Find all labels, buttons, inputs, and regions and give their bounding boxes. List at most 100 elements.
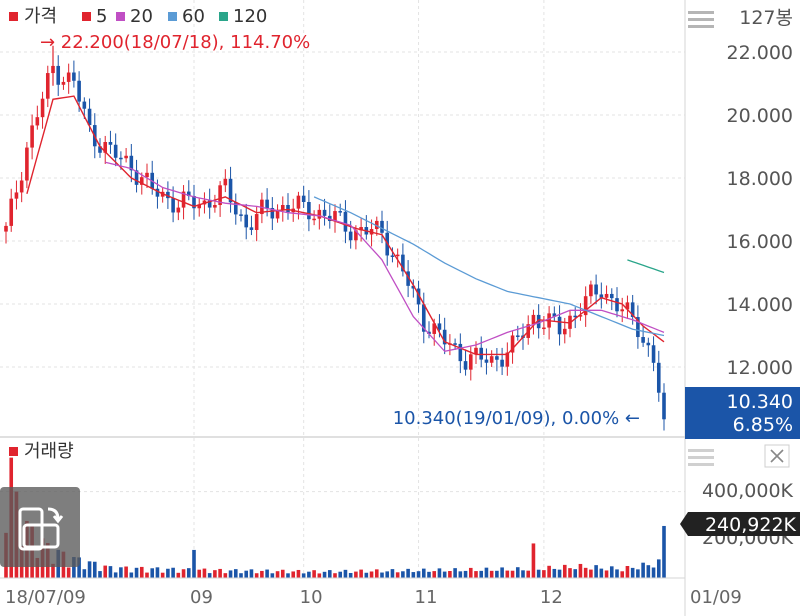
volume-bar[interactable]: [500, 567, 504, 578]
volume-bar[interactable]: [427, 571, 431, 578]
candle-body[interactable]: [223, 178, 228, 186]
candle-body[interactable]: [176, 207, 181, 213]
volume-bar[interactable]: [254, 573, 259, 578]
candle-body[interactable]: [134, 170, 139, 185]
volume-bar[interactable]: [51, 563, 55, 578]
candle-body[interactable]: [56, 65, 61, 85]
volume-bar[interactable]: [609, 566, 614, 578]
candle-body[interactable]: [552, 313, 557, 317]
volume-bar[interactable]: [82, 569, 87, 578]
candle-body[interactable]: [218, 185, 222, 206]
volume-bar[interactable]: [119, 567, 123, 578]
volume-bar[interactable]: [369, 571, 374, 578]
candle-body[interactable]: [500, 359, 504, 367]
volume-bar[interactable]: [186, 568, 191, 578]
volume-bar[interactable]: [343, 569, 348, 578]
volume-bar[interactable]: [578, 563, 583, 578]
candle-body[interactable]: [562, 328, 567, 335]
volume-bar[interactable]: [515, 567, 520, 578]
candle-body[interactable]: [474, 347, 478, 355]
volume-bar[interactable]: [66, 567, 71, 578]
volume-bar[interactable]: [604, 570, 609, 578]
volume-bar[interactable]: [338, 571, 343, 578]
candle-body[interactable]: [275, 209, 280, 219]
volume-bar[interactable]: [547, 565, 551, 578]
candle-body[interactable]: [82, 101, 87, 109]
volume-bar[interactable]: [228, 570, 233, 578]
candle-body[interactable]: [25, 147, 29, 181]
candle-body[interactable]: [307, 201, 311, 220]
volume-bar[interactable]: [145, 572, 149, 578]
volume-bar[interactable]: [223, 573, 228, 578]
candle-body[interactable]: [604, 293, 609, 298]
candle-body[interactable]: [40, 98, 45, 118]
volume-bar[interactable]: [197, 569, 202, 578]
volume-bar[interactable]: [291, 571, 296, 578]
candle-body[interactable]: [254, 214, 259, 230]
candle-body[interactable]: [322, 209, 327, 216]
volume-bar[interactable]: [155, 567, 160, 578]
candle-body[interactable]: [181, 191, 186, 208]
volume-bar[interactable]: [437, 568, 442, 578]
candle-body[interactable]: [228, 178, 233, 203]
candle-body[interactable]: [265, 199, 269, 208]
volume-bar[interactable]: [656, 559, 661, 578]
volume-bar[interactable]: [108, 566, 113, 578]
volume-bar[interactable]: [620, 571, 625, 578]
volume-bar[interactable]: [406, 568, 410, 578]
volume-bar[interactable]: [557, 569, 562, 578]
volume-bar[interactable]: [249, 569, 254, 578]
candle-body[interactable]: [186, 191, 191, 197]
volume-bar[interactable]: [374, 569, 379, 578]
price-candles[interactable]: [4, 45, 666, 431]
volume-bars[interactable]: [4, 457, 666, 578]
volume-bar[interactable]: [432, 571, 437, 578]
candle-body[interactable]: [124, 155, 128, 159]
candle-body[interactable]: [192, 196, 196, 209]
candle-body[interactable]: [145, 172, 149, 178]
candle-body[interactable]: [432, 323, 437, 334]
candle-body[interactable]: [630, 302, 635, 318]
volume-bar[interactable]: [646, 565, 651, 578]
candle-body[interactable]: [359, 227, 363, 231]
volume-bar[interactable]: [317, 573, 322, 578]
candle-body[interactable]: [395, 254, 400, 257]
volume-bar[interactable]: [270, 573, 275, 578]
volume-bar[interactable]: [301, 573, 306, 578]
candle-body[interactable]: [103, 141, 108, 153]
candle-body[interactable]: [542, 327, 546, 330]
candle-body[interactable]: [139, 177, 144, 185]
candle-body[interactable]: [286, 205, 290, 213]
volume-bar[interactable]: [568, 568, 572, 578]
candle-body[interactable]: [662, 392, 666, 420]
volume-bar[interactable]: [265, 569, 269, 578]
candle-body[interactable]: [374, 220, 379, 230]
candle-body[interactable]: [427, 331, 431, 334]
candle-body[interactable]: [197, 204, 202, 209]
candle-body[interactable]: [646, 342, 651, 346]
candle-body[interactable]: [354, 230, 358, 241]
volume-bar[interactable]: [181, 569, 186, 578]
volume-bar[interactable]: [448, 571, 452, 578]
candle-body[interactable]: [348, 231, 353, 241]
candle-body[interactable]: [651, 345, 656, 363]
volume-bar[interactable]: [286, 573, 290, 578]
volume-bar[interactable]: [453, 568, 457, 578]
candle-body[interactable]: [333, 211, 337, 222]
candle-body[interactable]: [463, 361, 468, 370]
candle-body[interactable]: [479, 347, 484, 360]
volume-bar[interactable]: [599, 568, 604, 578]
candle-body[interactable]: [406, 271, 410, 286]
volume-bar[interactable]: [364, 572, 369, 578]
candle-body[interactable]: [453, 343, 457, 345]
volume-bar[interactable]: [72, 557, 76, 578]
candle-body[interactable]: [416, 288, 421, 305]
candle-body[interactable]: [35, 117, 40, 126]
candle-body[interactable]: [531, 314, 536, 325]
volume-bar[interactable]: [416, 571, 421, 578]
volume-bar[interactable]: [103, 565, 108, 578]
volume-bar[interactable]: [322, 571, 327, 578]
candle-body[interactable]: [401, 254, 405, 272]
volume-bar[interactable]: [505, 570, 510, 578]
candle-body[interactable]: [437, 323, 442, 330]
